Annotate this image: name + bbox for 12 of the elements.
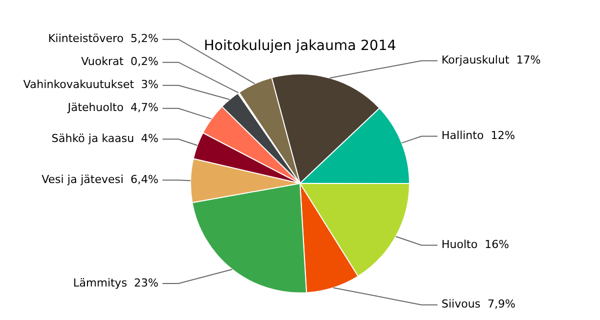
slice-label: Siivous 7,9% [442, 298, 516, 311]
slice-label: Korjauskulut 17% [442, 54, 541, 67]
slice-label: Vesi ja jätevesi 6,4% [42, 172, 158, 186]
slice-label: Sähkö ja kaasu 4% [52, 132, 158, 145]
slice-label: Vahinkovakuutukset 3% [23, 78, 158, 92]
slice-label: Kiinteistövero 5,2% [48, 32, 158, 46]
slice-label: Huolto 16% [442, 238, 510, 252]
chart-title: Hoitokulujen jakauma 2014 [204, 38, 396, 54]
slice-label: Lämmitys 23% [73, 276, 158, 290]
slice-label: Vuokrat 0,2% [81, 55, 158, 68]
slice-label: Jätehuolto 4,7% [66, 101, 158, 114]
slice-label: Hallinto 12% [442, 129, 516, 142]
